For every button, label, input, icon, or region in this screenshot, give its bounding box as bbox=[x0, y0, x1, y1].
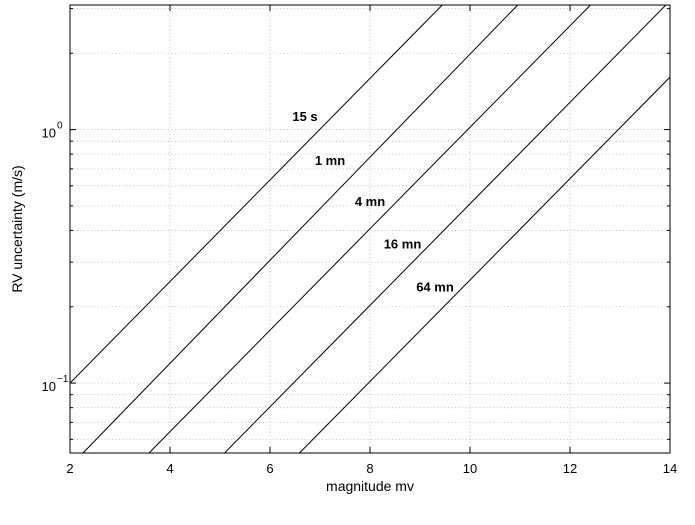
series-label: 4 mn bbox=[355, 194, 385, 209]
x-tick-label: 12 bbox=[563, 461, 577, 476]
series-line bbox=[70, 5, 443, 384]
series-line bbox=[224, 5, 667, 453]
x-tick-label: 6 bbox=[266, 461, 273, 476]
x-tick-label: 2 bbox=[66, 461, 73, 476]
x-tick-label: 10 bbox=[463, 461, 477, 476]
series-line bbox=[82, 5, 519, 453]
x-tick-label: 8 bbox=[366, 461, 373, 476]
series-label: 16 mn bbox=[384, 236, 422, 251]
series-label: 1 mn bbox=[315, 153, 345, 168]
y-tick-label: 10 0 bbox=[42, 121, 63, 141]
series-layer bbox=[70, 5, 670, 453]
series-label: 15 s bbox=[292, 109, 317, 124]
y-tick-label-base: 10 bbox=[42, 379, 56, 394]
y-tick-label: 10 −1 bbox=[42, 374, 69, 394]
x-tick-label: 4 bbox=[166, 461, 173, 476]
x-axis-label: magnitude mv bbox=[326, 478, 414, 494]
y-tick-label-exponent: 0 bbox=[57, 121, 63, 132]
y-tick-label-exponent: −1 bbox=[57, 374, 69, 385]
series-line bbox=[299, 76, 670, 453]
y-axis-label: RV uncertainty (m/s) bbox=[9, 165, 25, 292]
series-line bbox=[148, 5, 592, 453]
y-tick-label-base: 10 bbox=[42, 126, 56, 141]
x-tick-label: 14 bbox=[663, 461, 677, 476]
tick-layer bbox=[69, 5, 671, 453]
series-label: 64 mn bbox=[416, 279, 454, 294]
